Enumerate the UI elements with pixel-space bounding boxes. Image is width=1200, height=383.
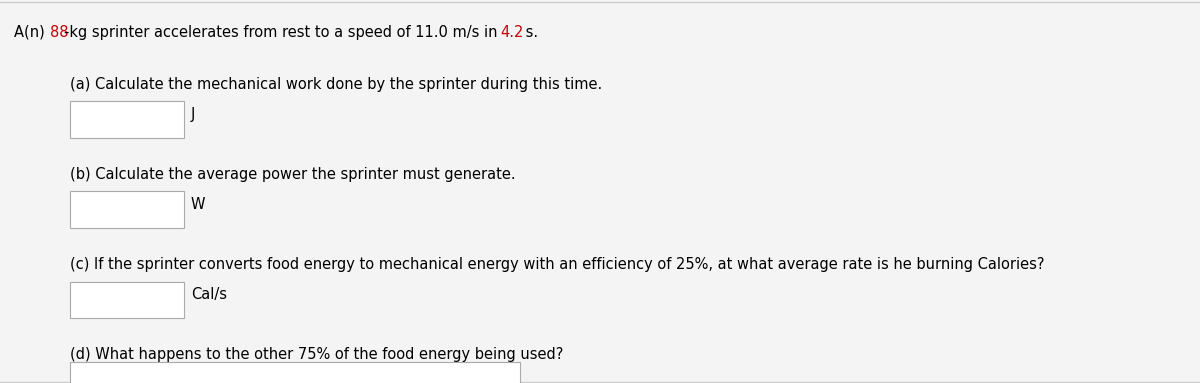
Text: (c) If the sprinter converts food energy to mechanical energy with an efficiency: (c) If the sprinter converts food energy… xyxy=(70,257,1044,272)
Text: J: J xyxy=(191,107,196,122)
FancyBboxPatch shape xyxy=(70,192,184,228)
Text: s.: s. xyxy=(521,25,539,40)
FancyBboxPatch shape xyxy=(70,101,184,138)
Text: -kg sprinter accelerates from rest to a speed of 11.0 m/s in: -kg sprinter accelerates from rest to a … xyxy=(65,25,503,40)
Text: A(n): A(n) xyxy=(14,25,49,40)
Text: Cal/s: Cal/s xyxy=(191,287,227,302)
Text: 4.2: 4.2 xyxy=(500,25,523,40)
Text: W: W xyxy=(191,197,205,212)
Text: (d) What happens to the other 75% of the food energy being used?: (d) What happens to the other 75% of the… xyxy=(70,347,563,362)
FancyBboxPatch shape xyxy=(70,282,184,318)
Text: (b) Calculate the average power the sprinter must generate.: (b) Calculate the average power the spri… xyxy=(70,167,515,182)
Text: (a) Calculate the mechanical work done by the sprinter during this time.: (a) Calculate the mechanical work done b… xyxy=(70,77,602,92)
Text: 88: 88 xyxy=(50,25,68,40)
FancyBboxPatch shape xyxy=(70,362,520,383)
